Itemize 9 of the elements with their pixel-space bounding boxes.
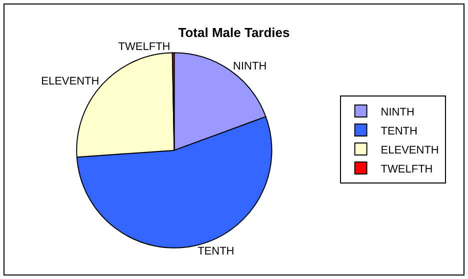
- slice-label: TENTH: [198, 245, 234, 258]
- slice-label: ELEVENTH: [41, 76, 100, 88]
- legend-label: ELEVENTH: [380, 144, 439, 156]
- chart-title: Total Male Tardies: [178, 25, 290, 40]
- legend-label: TWELFTH: [380, 163, 433, 176]
- legend-label: NINTH: [380, 106, 414, 118]
- legend-label: TENTH: [380, 125, 418, 138]
- slice-label: NINTH: [233, 60, 267, 72]
- slice-label: TWELFTH: [118, 40, 170, 53]
